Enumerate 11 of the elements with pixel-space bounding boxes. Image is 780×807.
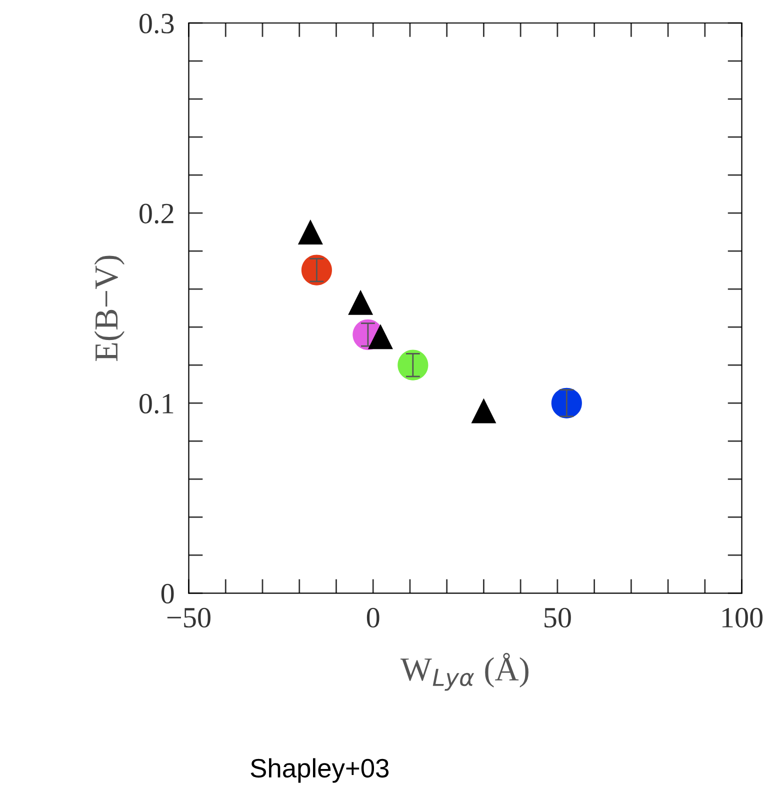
- x-tick-label: 100: [722, 608, 763, 628]
- y-tick-label: 0.3: [140, 14, 174, 34]
- y-tick-label: 0: [161, 584, 174, 604]
- x-tick-label: 50: [544, 608, 571, 628]
- text: Shapley+03: [250, 758, 389, 783]
- y-axis-title: E(B−V): [94, 256, 125, 361]
- x-tick-label: −50: [167, 608, 210, 628]
- x-tick-label: 0: [366, 608, 380, 628]
- y-tick-label: 0.1: [140, 394, 174, 414]
- y-tick-label: 0.2: [140, 204, 174, 224]
- x-axis-title: W$_{Lyα}$ (Å): [400, 652, 528, 691]
